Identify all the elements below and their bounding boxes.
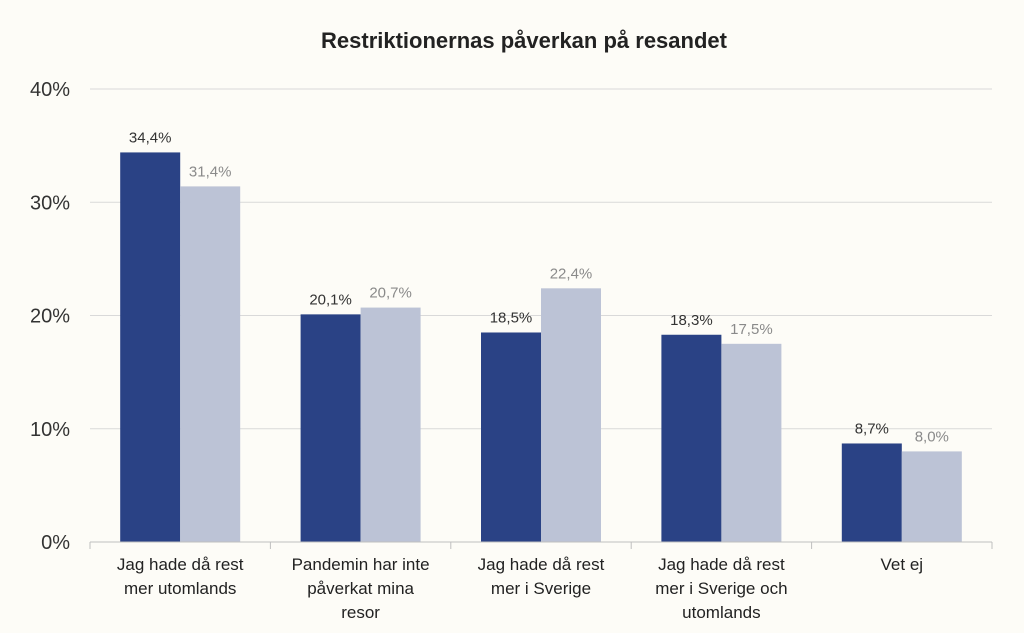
bar [661, 334, 722, 542]
data-label: 31,4% [189, 163, 232, 180]
data-label: 18,5% [490, 309, 533, 326]
data-label: 8,7% [855, 420, 889, 437]
data-label: 20,1% [309, 291, 352, 308]
bar [481, 332, 541, 542]
x-category-label: Pandemin har inte [292, 555, 430, 574]
data-label: 22,4% [550, 265, 593, 282]
y-tick-label: 10% [30, 419, 70, 441]
bar [360, 307, 421, 542]
bar-series [120, 152, 962, 543]
bar [120, 152, 181, 543]
x-category-label: Jag hade då rest [117, 555, 244, 574]
data-label: 20,7% [369, 285, 412, 302]
y-tick-label: 40% [30, 79, 70, 101]
data-label: 17,5% [730, 321, 773, 338]
bar [901, 451, 962, 542]
data-label: 8,0% [915, 428, 949, 445]
data-label: 18,3% [670, 312, 713, 329]
x-category-label: Jag hade då rest [478, 555, 605, 574]
bar [721, 343, 782, 542]
x-category-label: Vet ej [881, 555, 924, 574]
chart-title: Restriktionernas påverkan på resandet [321, 28, 728, 53]
y-tick-label: 30% [30, 192, 70, 214]
bar [180, 186, 241, 542]
x-category-label: mer utomlands [124, 579, 236, 598]
x-category-label: utomlands [682, 603, 760, 622]
y-axis-tick-labels: 0% 10% 20% 30% 40% [30, 79, 70, 554]
x-category-label: påverkat mina [307, 579, 414, 598]
bar [541, 288, 601, 542]
bar [300, 314, 361, 542]
x-category-label: resor [341, 603, 380, 622]
x-axis [89, 541, 993, 549]
x-category-label: Jag hade då rest [658, 555, 785, 574]
x-category-label: mer i Sverige och [655, 579, 787, 598]
bar [841, 443, 902, 542]
data-labels: 34,4% 31,4% 20,1% 20,7% 18,5% 22,4% 18,3% 17,5%… [129, 129, 949, 445]
data-label: 34,4% [129, 129, 172, 146]
x-category-label: mer i Sverige [491, 579, 591, 598]
x-axis-category-labels: Jag hade då rest mer utomlands Pandemin ha… [117, 555, 923, 622]
y-tick-label: 20% [30, 306, 70, 328]
y-tick-label: 0% [41, 532, 70, 554]
